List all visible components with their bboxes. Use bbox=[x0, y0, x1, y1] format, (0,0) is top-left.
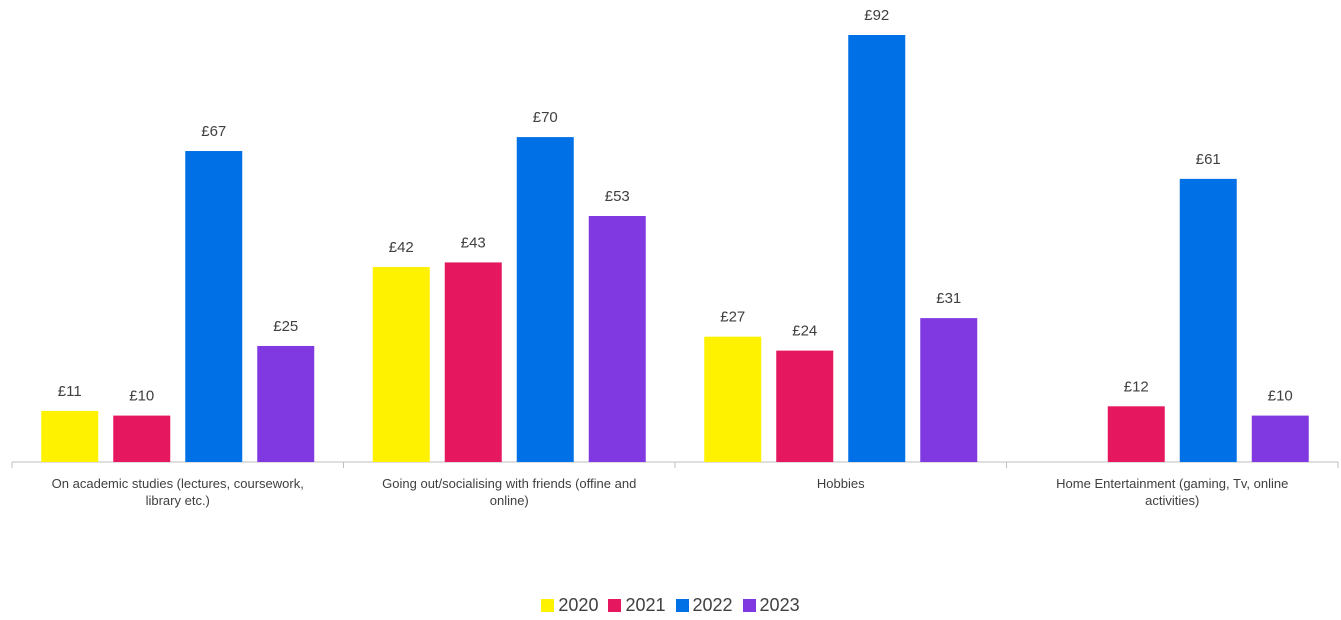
chart-legend: 2020 2021 2022 2023 bbox=[0, 595, 1341, 616]
legend-item-2021: 2021 bbox=[608, 595, 666, 616]
bar-2021-3 bbox=[1107, 406, 1165, 462]
category-label: Going out/socialising with friends (offi… bbox=[382, 476, 636, 491]
bar-2023-0 bbox=[257, 345, 315, 462]
bar-2020-0 bbox=[41, 410, 99, 462]
category-label: Hobbies bbox=[817, 476, 865, 491]
bar-2020-1 bbox=[372, 267, 430, 462]
category-label: On academic studies (lectures, coursewor… bbox=[52, 476, 304, 491]
legend-swatch bbox=[541, 599, 555, 612]
bar-2023-1 bbox=[588, 216, 646, 462]
bar-chart: £11 £10 £67 £25 On academic studies (lecture… bbox=[11, 7, 1339, 508]
legend-label: 2020 bbox=[558, 595, 599, 615]
bar-2021-2 bbox=[776, 350, 834, 462]
legend-item-2023: 2023 bbox=[742, 595, 800, 616]
legend-label: 2022 bbox=[692, 595, 733, 615]
data-label: £61 bbox=[1196, 151, 1221, 168]
legend-item-2022: 2022 bbox=[675, 595, 733, 616]
legend-item-2020: 2020 bbox=[541, 595, 598, 616]
category-label: Home Entertainment (gaming, Tv, online bbox=[1056, 476, 1288, 491]
category-label: activities) bbox=[1145, 493, 1199, 508]
legend-swatch bbox=[608, 599, 622, 612]
bar-2023-2 bbox=[920, 318, 978, 462]
bar-2022-0 bbox=[185, 151, 243, 463]
category-label: online) bbox=[490, 493, 529, 508]
data-label: £10 bbox=[1268, 388, 1293, 405]
data-label: £53 bbox=[605, 188, 630, 205]
bar-2022-2 bbox=[848, 35, 906, 462]
data-label: £11 bbox=[58, 383, 82, 400]
data-label: £10 bbox=[129, 388, 154, 405]
bar-2020-2 bbox=[704, 336, 762, 462]
data-label: £27 bbox=[720, 309, 745, 326]
bar-2023-3 bbox=[1251, 415, 1309, 462]
category-label: library etc.) bbox=[146, 493, 210, 508]
bar-2022-1 bbox=[516, 137, 574, 462]
bar-2021-1 bbox=[444, 262, 502, 462]
legend-swatch bbox=[742, 599, 756, 612]
data-label: £43 bbox=[461, 234, 486, 251]
bar-2022-3 bbox=[1179, 178, 1237, 462]
bar-2021-0 bbox=[113, 415, 171, 462]
data-label: £25 bbox=[273, 318, 298, 335]
data-label: £12 bbox=[1124, 378, 1149, 395]
data-label: £24 bbox=[792, 323, 817, 340]
data-label: £92 bbox=[864, 7, 889, 24]
data-label: £31 bbox=[936, 290, 961, 307]
data-label: £42 bbox=[389, 239, 414, 256]
legend-swatch bbox=[675, 599, 689, 612]
data-label: £70 bbox=[533, 109, 558, 126]
legend-label: 2021 bbox=[625, 595, 666, 615]
data-label: £67 bbox=[201, 123, 226, 140]
legend-label: 2023 bbox=[759, 595, 800, 615]
